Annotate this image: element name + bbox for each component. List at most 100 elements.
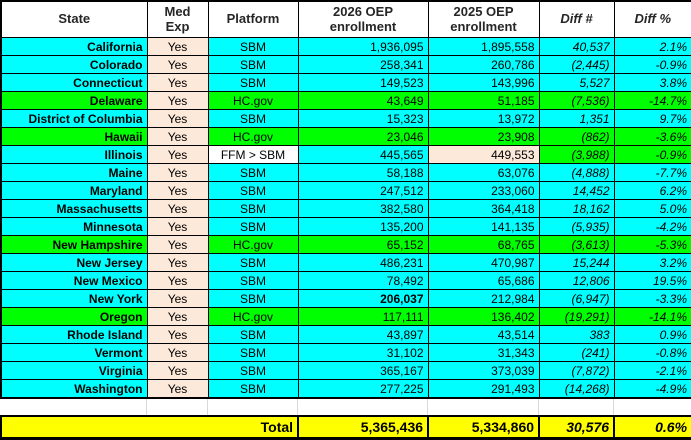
empty-cell [537, 399, 614, 415]
diffp-cell: -0.9% [613, 55, 691, 74]
e2025-cell: 43,514 [427, 325, 540, 344]
diffp-cell: 3.2% [613, 253, 691, 272]
platform-cell: SBM [207, 37, 299, 56]
empty-cell [426, 399, 539, 415]
diffp-cell: -14.1% [613, 307, 691, 326]
e2026-cell: 445,565 [297, 145, 429, 164]
e2026-cell: 15,323 [297, 109, 429, 128]
e2025-cell: 212,984 [427, 289, 540, 308]
platform-cell: SBM [207, 109, 299, 128]
e2025-cell: 1,895,558 [427, 37, 540, 56]
total-label: Total [0, 415, 300, 440]
diffp-cell: -4.9% [613, 379, 691, 399]
med-cell: Yes [146, 235, 209, 254]
e2026-cell: 23,046 [297, 127, 429, 146]
table-row: Virginia Yes SBM 365,167 373,039 (7,872) -2.1% [0, 361, 691, 380]
med-cell: Yes [146, 271, 209, 290]
diffn-cell: (3,988) [538, 145, 615, 164]
e2025-cell: 373,039 [427, 361, 540, 380]
e2026-cell: 206,037 [297, 289, 429, 308]
diffn-cell: 1,351 [538, 109, 615, 128]
state-cell: Minnesota [0, 217, 148, 236]
med-cell: Yes [146, 181, 209, 200]
total-diff-pct: 0.6% [613, 415, 691, 440]
e2026-cell: 58,188 [297, 163, 429, 182]
diffp-cell: -3.6% [613, 127, 691, 146]
table-body: California Yes SBM 1,936,095 1,895,558 40,537… [0, 37, 691, 399]
diffp-cell: -14.7% [613, 91, 691, 110]
platform-cell: SBM [207, 55, 299, 74]
med-cell: Yes [146, 109, 209, 128]
platform-cell: SBM [207, 325, 299, 344]
e2026-cell: 277,225 [297, 379, 429, 399]
diffn-cell: (7,536) [538, 91, 615, 110]
e2025-cell: 23,908 [427, 127, 540, 146]
diffn-cell: 5,527 [538, 73, 615, 92]
diffn-cell: (14,268) [538, 379, 615, 399]
table-row: New Hampshire Yes HC.gov 65,152 68,765 (3,613… [0, 235, 691, 254]
e2026-cell: 65,152 [297, 235, 429, 254]
e2025-cell: 470,987 [427, 253, 540, 272]
platform-cell: SBM [207, 73, 299, 92]
table-row: Delaware Yes HC.gov 43,649 51,185 (7,536) -14.… [0, 91, 691, 110]
state-cell: New Jersey [0, 253, 148, 272]
e2025-cell: 65,686 [427, 271, 540, 290]
diffn-cell: (5,935) [538, 217, 615, 236]
column-header-state: State [0, 0, 148, 38]
diffn-cell: 40,537 [538, 37, 615, 56]
table-row: Minnesota Yes SBM 135,200 141,135 (5,935) -4.2… [0, 217, 691, 236]
e2025-cell: 291,493 [427, 379, 540, 399]
med-cell: Yes [146, 289, 209, 308]
e2026-cell: 247,512 [297, 181, 429, 200]
state-cell: California [0, 37, 148, 56]
empty-cell [0, 399, 147, 415]
e2025-cell: 136,402 [427, 307, 540, 326]
table-row: Vermont Yes SBM 31,102 31,343 (241) -0.8% [0, 343, 691, 362]
table-row: Hawaii Yes HC.gov 23,046 23,908 (862) -3.6% [0, 127, 691, 146]
med-cell: Yes [146, 127, 209, 146]
med-cell: Yes [146, 37, 209, 56]
diffn-cell: 383 [538, 325, 615, 344]
diffp-cell: 2.1% [613, 37, 691, 56]
state-cell: New York [0, 289, 148, 308]
med-cell: Yes [146, 199, 209, 218]
e2025-cell: 260,786 [427, 55, 540, 74]
table-row: Rhode Island Yes SBM 43,897 43,514 383 0.9% [0, 325, 691, 344]
total-row: Total 5,365,436 5,334,860 30,576 0.6% [0, 415, 691, 440]
e2026-cell: 135,200 [297, 217, 429, 236]
diffp-cell: -7.7% [613, 163, 691, 182]
table-row: Massachusetts Yes SBM 382,580 364,418 18,162 5… [0, 199, 691, 218]
diffp-cell: -0.9% [613, 145, 691, 164]
diffp-cell: 9.7% [613, 109, 691, 128]
table-row: New York Yes SBM 206,037 212,984 (6,947) -3.3% [0, 289, 691, 308]
state-cell: Maine [0, 163, 148, 182]
med-cell: Yes [146, 73, 209, 92]
column-header-med: Med Exp [146, 0, 209, 38]
total-enrollment-2026: 5,365,436 [297, 415, 430, 440]
diffn-cell: 12,806 [538, 271, 615, 290]
enrollment-table: State Med Exp Platform 2026 OEP enrollment 2… [0, 0, 691, 399]
platform-cell: HC.gov [207, 127, 299, 146]
e2026-cell: 365,167 [297, 361, 429, 380]
e2025-cell: 63,076 [427, 163, 540, 182]
med-cell: Yes [146, 55, 209, 74]
table-row: California Yes SBM 1,936,095 1,895,558 40,537… [0, 37, 691, 56]
diffn-cell: (7,872) [538, 361, 615, 380]
med-cell: Yes [146, 253, 209, 272]
platform-cell: SBM [207, 253, 299, 272]
e2025-cell: 51,185 [427, 91, 540, 110]
diffn-cell: (19,291) [538, 307, 615, 326]
table-row: Colorado Yes SBM 258,341 260,786 (2,445) -0.9% [0, 55, 691, 74]
column-header-diffp: Diff % [613, 0, 691, 38]
diffn-cell: 18,162 [538, 199, 615, 218]
state-cell: Connecticut [0, 73, 148, 92]
total-enrollment-2025: 5,334,860 [427, 415, 541, 440]
diffp-cell: -3.3% [613, 289, 691, 308]
state-cell: Oregon [0, 307, 148, 326]
diffp-cell: 6.2% [613, 181, 691, 200]
med-cell: Yes [146, 343, 209, 362]
e2025-cell: 449,553 [427, 145, 540, 164]
column-header-platform: Platform [207, 0, 299, 38]
platform-cell: HC.gov [207, 235, 299, 254]
table-row: New Mexico Yes SBM 78,492 65,686 12,806 19.5% [0, 271, 691, 290]
